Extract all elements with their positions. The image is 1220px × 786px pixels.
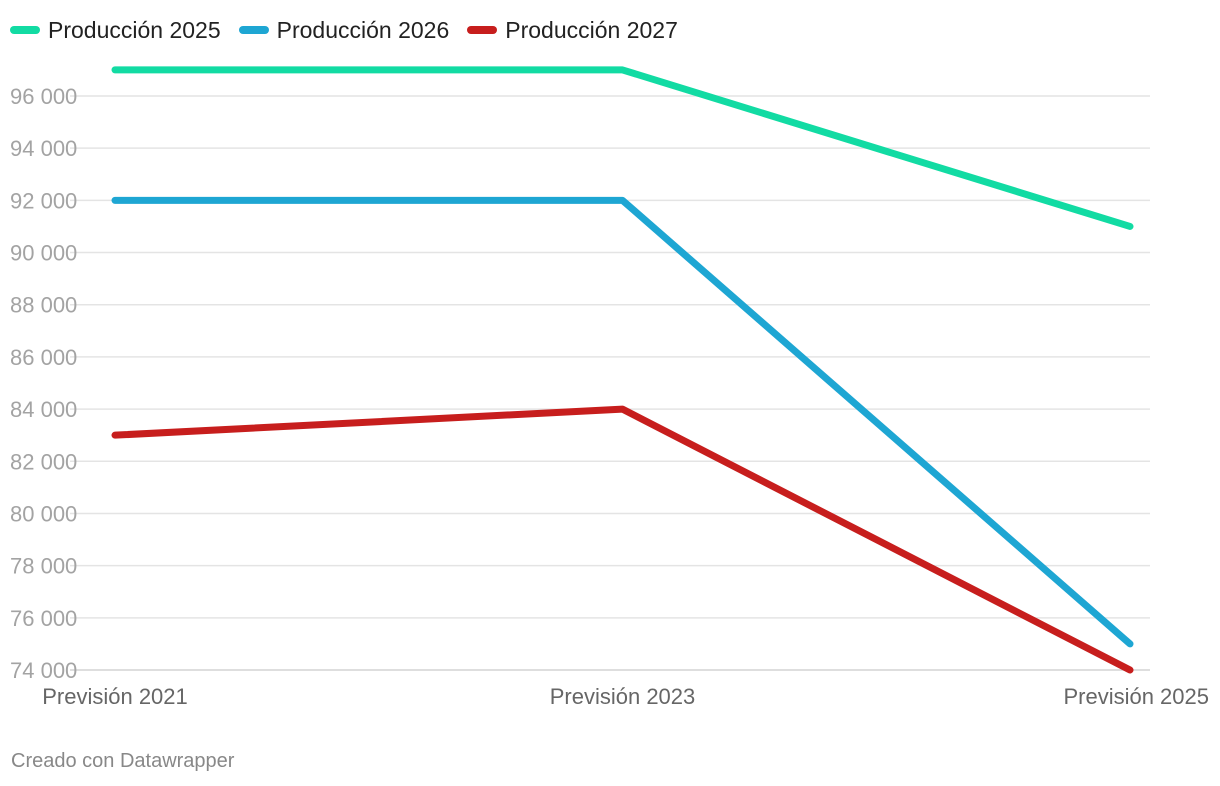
x-tick-label: Previsión 2021 [42, 684, 188, 709]
y-tick-label: 92 000 [10, 188, 77, 213]
legend-item-produccion-2025: Producción 2025 [10, 17, 221, 44]
legend-swatch-produccion-2027 [467, 26, 498, 34]
y-tick-label: 94 000 [10, 136, 77, 161]
y-tick-label: 96 000 [10, 84, 77, 109]
x-axis-tick-labels: Previsión 2021 Previsión 2023 Previsión 20… [42, 684, 1209, 709]
y-tick-label: 74 000 [10, 658, 77, 683]
series-line-3 [111, 405, 1134, 674]
legend-item-produccion-2026: Producción 2026 [238, 16, 450, 44]
y-tick-label: 78 000 [10, 554, 77, 579]
y-tick-label: 76 000 [10, 606, 77, 631]
y-tick-label: 84 000 [10, 397, 77, 422]
gridlines [70, 95, 1150, 671]
series-line-2 [111, 196, 1134, 648]
y-tick-label: 86 000 [10, 345, 77, 370]
legend-swatch-produccion-2026 [238, 26, 269, 34]
x-tick-label: Previsión 2023 [550, 684, 696, 709]
y-tick-label: 82 000 [10, 449, 77, 474]
series-lines [111, 66, 1134, 674]
series-line-1 [111, 66, 1134, 230]
legend-swatch-produccion-2025 [10, 26, 40, 34]
chart-legend: Producción 2025 Producción 2026 Producci… [10, 14, 678, 46]
y-tick-label: 90 000 [10, 241, 77, 266]
y-axis-tick-labels: 74 000 76 000 78 000 80 000 82 000 84 000 86 0… [10, 84, 77, 683]
legend-label-produccion-2027: Producción 2027 [505, 16, 678, 43]
legend-label-produccion-2026: Producción 2026 [276, 16, 450, 43]
x-tick-label: Previsión 2025 [1063, 684, 1209, 709]
y-tick-label: 80 000 [10, 501, 77, 526]
y-tick-label: 88 000 [10, 293, 77, 318]
legend-label-produccion-2025: Producción 2025 [48, 16, 221, 43]
footer-credit: Creado con Datawrapper [11, 750, 235, 772]
legend-item-produccion-2027: Producción 2027 [467, 17, 678, 44]
